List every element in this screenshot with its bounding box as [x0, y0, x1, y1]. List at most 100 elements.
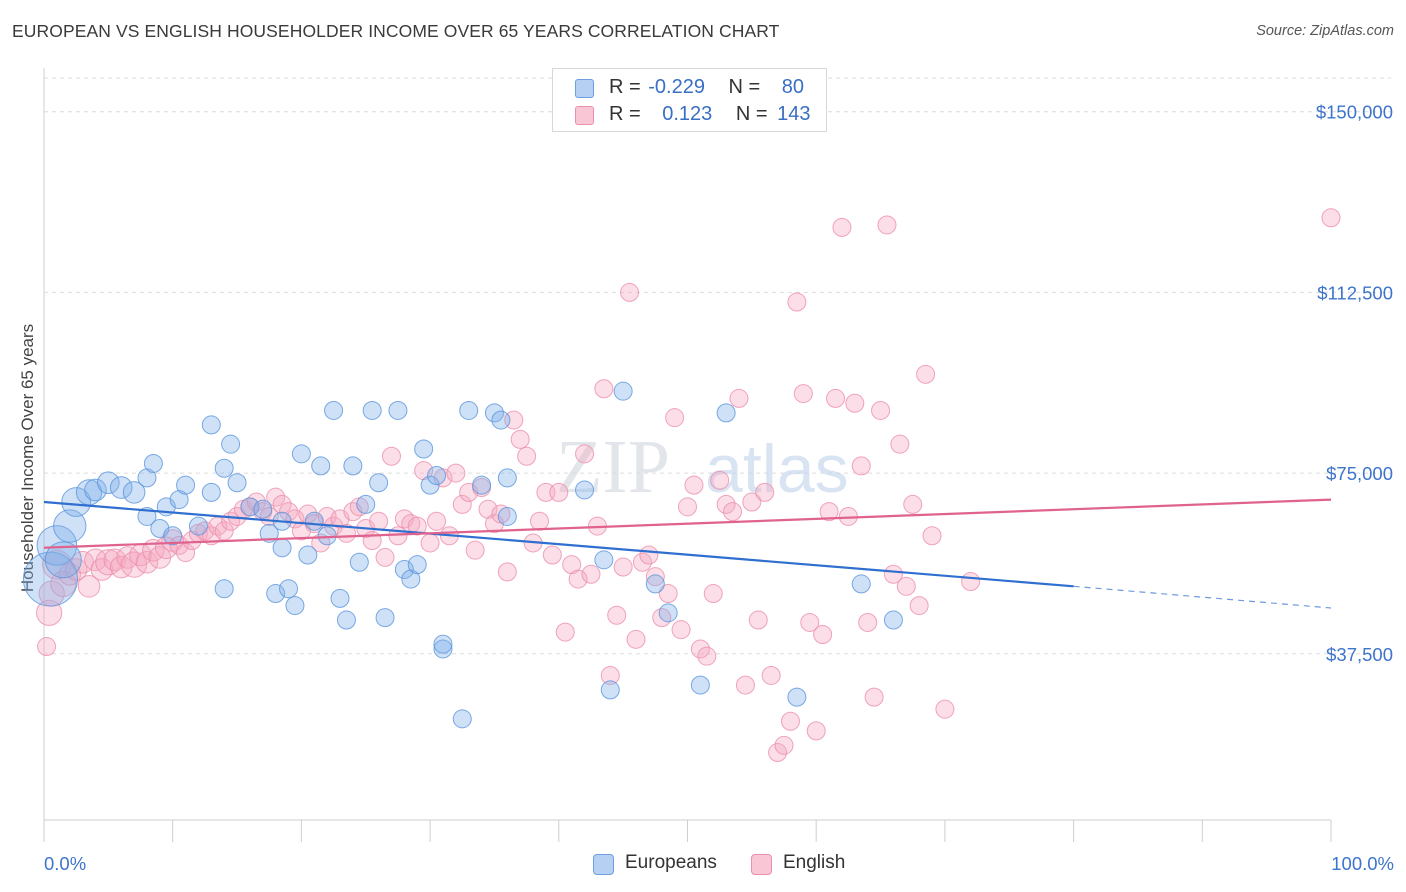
english-point [214, 521, 234, 541]
watermark-atlas: atlas [705, 431, 849, 507]
european-point [311, 456, 331, 476]
english-point [420, 533, 440, 553]
english-point [806, 721, 826, 741]
english-point [575, 444, 595, 464]
english-point [407, 516, 427, 536]
english-point [201, 526, 221, 546]
european-point [497, 506, 517, 526]
x-tick-label-end: 100.0% [1331, 853, 1394, 874]
european-point [169, 490, 189, 510]
english-point [826, 388, 846, 408]
english-point [195, 521, 215, 541]
english-point [652, 608, 672, 628]
english-point [768, 743, 788, 763]
european-point [221, 434, 241, 454]
european-point [214, 458, 234, 478]
english-point [182, 531, 202, 551]
english-point [336, 523, 356, 543]
european-point [324, 400, 344, 420]
english-point [858, 612, 878, 632]
european-point [22, 551, 78, 607]
english-point [832, 217, 852, 237]
english-point [671, 620, 691, 640]
english-point [883, 564, 903, 584]
english-trend-line [43, 498, 1332, 549]
r-label: R = [609, 103, 641, 125]
european-point [227, 473, 247, 493]
english-point [780, 711, 800, 731]
grid [44, 77, 1391, 655]
european-point [84, 478, 107, 502]
european-point [433, 639, 453, 659]
english-point [478, 499, 498, 519]
watermark: ZIP atlas [556, 425, 849, 509]
english-point [819, 502, 839, 522]
european-point [279, 579, 299, 599]
english-point [716, 494, 736, 514]
english-point [95, 549, 122, 576]
european-point [36, 525, 78, 566]
european-point [253, 499, 273, 519]
y-tick-label: $150,000 [1316, 102, 1393, 123]
english-point [697, 646, 717, 666]
english-point [562, 555, 582, 575]
european-point [369, 473, 389, 493]
data-points [22, 208, 1341, 763]
english-point [684, 475, 704, 495]
european-point [883, 610, 903, 630]
european-point [420, 475, 440, 495]
european-point [787, 687, 807, 707]
european-point [176, 475, 196, 495]
correlation-legend: R = -0.229 N = 80 R = 0.123 N = 143 [552, 68, 827, 132]
english-point [632, 552, 652, 572]
european-point [497, 468, 517, 488]
english-point [169, 535, 189, 555]
english-point [517, 446, 537, 466]
english-point [871, 400, 891, 420]
english-point [414, 461, 434, 481]
european-point [375, 608, 395, 628]
english-point [497, 562, 517, 582]
european-point [291, 444, 311, 464]
english-point [36, 599, 63, 626]
english-point [1321, 208, 1341, 228]
english-point [594, 379, 614, 399]
english-point [665, 408, 685, 428]
english-point [735, 675, 755, 695]
european-point [414, 439, 434, 459]
european-point [143, 453, 163, 473]
english-point [845, 393, 865, 413]
english-point [723, 502, 743, 522]
european-point [433, 634, 453, 654]
english-legend-label: English [783, 852, 846, 873]
english-point [613, 557, 633, 577]
english-point [690, 639, 710, 659]
r-value: 0.123 [662, 103, 713, 125]
english-point [742, 492, 762, 512]
european-point [201, 482, 221, 502]
n-label: N = [735, 103, 768, 125]
european-point [594, 550, 614, 570]
english-point [529, 511, 549, 531]
european-point [122, 481, 146, 504]
english-point [568, 569, 588, 589]
axes [43, 68, 1332, 842]
european-point [427, 466, 447, 485]
english-legend-swatch [751, 854, 772, 875]
european-point [163, 526, 183, 546]
english-point [272, 494, 292, 514]
european-point [266, 584, 286, 604]
english-point [935, 699, 955, 719]
english-point [542, 545, 562, 565]
english-point [581, 564, 601, 584]
european-point [349, 552, 369, 572]
english-point [903, 494, 923, 514]
n-value: 80 [781, 76, 805, 98]
european-point [109, 476, 133, 499]
english-point [77, 575, 101, 598]
english-point [279, 502, 299, 522]
chart-title: EUROPEAN VS ENGLISH HOUSEHOLDER INCOME O… [12, 21, 780, 41]
english-point [793, 384, 813, 404]
european-point [336, 610, 356, 630]
